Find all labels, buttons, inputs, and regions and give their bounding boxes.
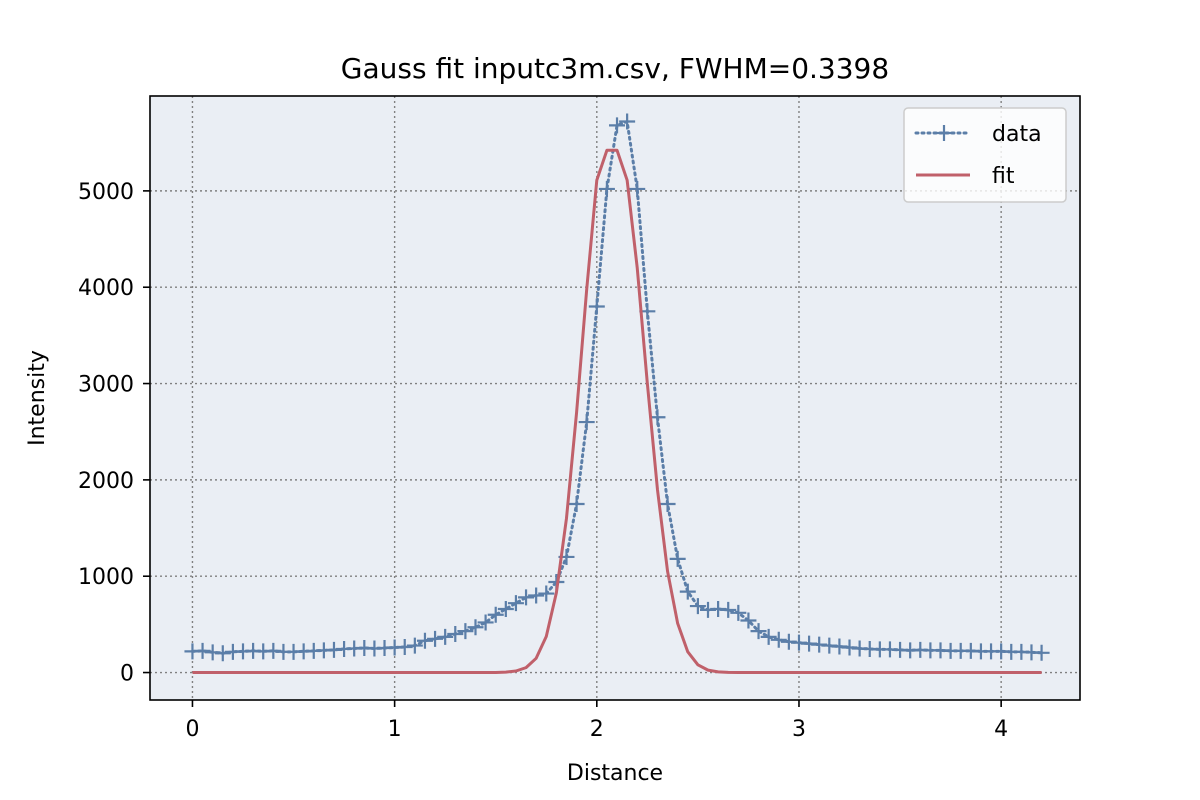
y-axis-title: Intensity xyxy=(25,350,50,446)
data-point-marker xyxy=(588,298,605,315)
data-point-marker xyxy=(750,623,767,640)
data-point-marker xyxy=(487,606,504,623)
legend-label-fit: fit xyxy=(992,164,1015,189)
data-point-marker xyxy=(437,628,454,645)
data-point-marker xyxy=(740,612,757,629)
data-point-marker xyxy=(689,598,706,615)
data-point-marker xyxy=(214,645,231,662)
data-point-marker xyxy=(619,113,636,130)
data-point-marker xyxy=(497,600,514,617)
plot-frame xyxy=(149,95,1081,701)
y-axis-ticks: 0 1000 2000 3000 4000 5000 xyxy=(78,180,150,687)
legend-label-data: data xyxy=(992,122,1042,147)
data-point-marker xyxy=(629,180,646,197)
data-point-marker xyxy=(730,604,747,621)
data-point-marker xyxy=(538,585,555,602)
data-point-marker xyxy=(669,550,686,567)
x-tick-label: 4 xyxy=(994,717,1008,742)
data-point-marker xyxy=(578,414,595,431)
data-point-marker xyxy=(396,639,413,656)
data-point-marker xyxy=(679,583,696,600)
y-tick-label: 0 xyxy=(120,662,134,687)
data-point-marker xyxy=(770,631,787,648)
x-axis-ticks: 0 1 2 3 4 xyxy=(185,700,1008,742)
series-fit xyxy=(192,148,1042,675)
y-tick-label: 1000 xyxy=(78,565,134,590)
data-point-marker xyxy=(467,619,484,636)
legend-data-marker xyxy=(936,125,952,141)
data-point-marker xyxy=(1033,644,1050,661)
data-point-marker xyxy=(427,630,444,647)
data-point-marker xyxy=(528,587,545,604)
data-point-marker xyxy=(457,623,474,640)
data-point-marker xyxy=(609,117,626,134)
data-point-marker xyxy=(598,180,615,197)
series-layer xyxy=(184,113,1050,675)
data-point-marker xyxy=(568,495,585,512)
y-tick-label: 5000 xyxy=(78,180,134,205)
x-tick-label: 0 xyxy=(185,717,199,742)
x-tick-label: 1 xyxy=(388,717,402,742)
data-point-marker xyxy=(649,409,666,426)
legend: data fit xyxy=(903,107,1067,203)
data-point-marker xyxy=(659,495,676,512)
y-tick-label: 3000 xyxy=(78,373,134,398)
data-point-marker xyxy=(194,642,211,659)
y-tick-label: 2000 xyxy=(78,469,134,494)
data-point-marker xyxy=(720,601,737,618)
x-tick-label: 3 xyxy=(792,717,806,742)
data-point-marker xyxy=(760,628,777,645)
legend-box xyxy=(903,107,1067,203)
x-axis-title: Distance xyxy=(567,761,663,786)
x-tick-label: 2 xyxy=(590,717,604,742)
data-point-marker xyxy=(447,626,464,643)
data-point-marker xyxy=(507,595,524,612)
chart-title: Gauss fit inputc3m.csv, FWHM=0.3398 xyxy=(341,52,889,85)
series-line-fit xyxy=(192,148,1042,675)
data-point-marker xyxy=(477,614,494,631)
series-data xyxy=(184,113,1050,662)
data-point-marker xyxy=(518,589,535,606)
data-point-marker xyxy=(406,637,423,654)
data-point-marker xyxy=(416,632,433,649)
y-tick-label: 4000 xyxy=(78,276,134,301)
